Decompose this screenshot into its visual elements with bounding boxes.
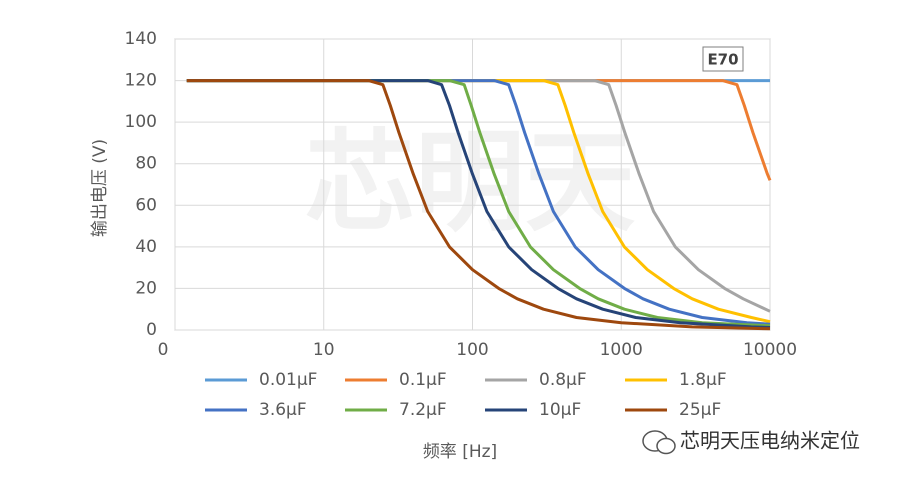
y-tick-label: 60 (135, 195, 157, 215)
series-line (186, 79, 771, 326)
series-line (186, 79, 771, 328)
series-line (186, 79, 771, 329)
legend-label: 1.8μF (679, 370, 727, 390)
legend-label: 0.01μF (259, 370, 317, 390)
y-tick-label: 120 (125, 71, 157, 91)
y-axis-label: 输出电压 (V) (90, 139, 110, 237)
x-tick-label: 10000 (743, 340, 797, 360)
watermark: 芯明天 (305, 118, 635, 246)
y-tick-label: 40 (135, 237, 157, 257)
legend-label: 10μF (539, 400, 581, 420)
legend-label: 7.2μF (399, 400, 447, 420)
y-tick-label: 100 (125, 112, 157, 132)
y-tick-label: 80 (135, 154, 157, 174)
y-tick-label: 0 (146, 320, 157, 340)
x-axis-label: 频率 [Hz] (423, 442, 497, 462)
legend-label: 3.6μF (259, 400, 307, 420)
annotation-box (702, 46, 744, 72)
x-tick-label: 10 (313, 340, 335, 360)
footer-icon (642, 430, 676, 455)
series-line (186, 79, 771, 324)
series-line (186, 79, 771, 313)
series-line (186, 79, 771, 331)
y-tick-label: 20 (135, 278, 157, 298)
legend-label: 0.8μF (539, 370, 587, 390)
annotation: E70 (707, 51, 738, 69)
footer-text: 芯明天压电纳米定位 (680, 429, 860, 453)
legend-label: 25μF (679, 400, 721, 420)
series-line (186, 79, 772, 181)
x-tick-label: 0 (158, 340, 169, 360)
legend-label: 0.1μF (399, 370, 447, 390)
y-tick-label: 140 (125, 29, 157, 49)
x-tick-label: 100 (456, 340, 488, 360)
x-tick-label: 1000 (600, 340, 643, 360)
